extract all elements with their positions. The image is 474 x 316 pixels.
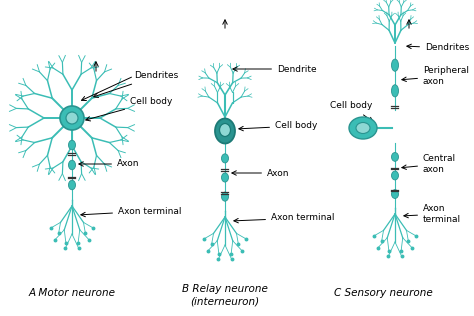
Ellipse shape	[392, 85, 399, 97]
Ellipse shape	[392, 153, 399, 161]
Text: Dendrites: Dendrites	[94, 71, 178, 97]
Text: Axon terminal: Axon terminal	[81, 206, 182, 217]
Text: Dendrite: Dendrite	[233, 64, 317, 74]
Ellipse shape	[69, 140, 75, 150]
Ellipse shape	[60, 106, 84, 130]
Text: B Relay neurone
(interneuron): B Relay neurone (interneuron)	[182, 283, 268, 306]
Ellipse shape	[69, 180, 75, 190]
Text: A Motor neurone: A Motor neurone	[28, 288, 116, 298]
Ellipse shape	[349, 117, 377, 139]
Ellipse shape	[215, 118, 235, 143]
Ellipse shape	[392, 190, 399, 198]
Text: Cell body: Cell body	[239, 121, 318, 131]
Text: Cell body: Cell body	[86, 98, 173, 121]
Ellipse shape	[66, 112, 78, 124]
Ellipse shape	[221, 154, 228, 163]
Ellipse shape	[221, 173, 228, 182]
Text: C Sensory neurone: C Sensory neurone	[334, 288, 432, 298]
Ellipse shape	[69, 160, 75, 170]
Ellipse shape	[392, 59, 399, 71]
Ellipse shape	[392, 171, 399, 180]
Text: Axon: Axon	[79, 160, 139, 168]
Text: Dendrites: Dendrites	[407, 44, 469, 52]
Ellipse shape	[219, 124, 230, 137]
Text: Cell body: Cell body	[330, 101, 373, 122]
Ellipse shape	[221, 192, 228, 201]
Text: Central
axon: Central axon	[402, 154, 456, 174]
Text: Axon terminal: Axon terminal	[234, 214, 335, 223]
Ellipse shape	[356, 123, 370, 133]
Text: Axon: Axon	[232, 168, 290, 178]
Text: Axon
terminal: Axon terminal	[404, 204, 461, 224]
Text: Peripheral
axon: Peripheral axon	[402, 66, 469, 86]
